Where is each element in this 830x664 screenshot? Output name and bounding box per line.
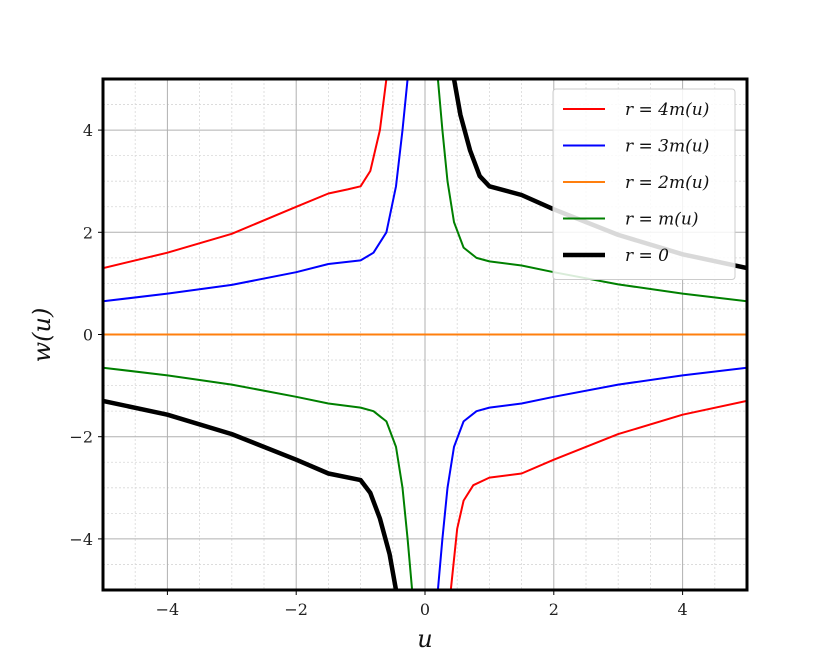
- legend-label: r = m(u): [625, 210, 699, 230]
- x-axis-label: u: [417, 625, 432, 653]
- series-line: [103, 366, 414, 590]
- series-line: [436, 366, 747, 590]
- y-tick-label: 2: [83, 223, 93, 242]
- series-line: [103, 79, 409, 303]
- y-tick-label: −2: [69, 428, 93, 447]
- x-tick-label: 0: [420, 600, 430, 619]
- legend-label: r = 2m(u): [625, 173, 709, 193]
- x-tick-label: −2: [284, 600, 308, 619]
- y-tick-label: 4: [83, 121, 93, 140]
- series-line: [103, 79, 388, 270]
- x-tick-label: 4: [678, 600, 688, 619]
- legend-label: r = 0: [625, 246, 669, 266]
- x-tick-label: 2: [549, 600, 559, 619]
- y-tick-label: −4: [69, 530, 93, 549]
- y-axis-ticks: −4 −2 0 2 4: [69, 121, 103, 549]
- y-axis-label: w(u): [28, 308, 56, 363]
- series-line: [436, 79, 747, 303]
- legend-label: r = 3m(u): [625, 137, 709, 157]
- legend-box: [552, 88, 736, 280]
- legend: r = 4m(u) r = 3m(u) r = 2m(u) r = m(u) r = 0: [552, 88, 736, 280]
- series-line: [103, 398, 399, 590]
- x-tick-label: −4: [156, 600, 180, 619]
- y-tick-label: 0: [83, 326, 93, 345]
- legend-label: r = 4m(u): [625, 100, 709, 120]
- x-axis-ticks: −4 −2 0 2 4: [156, 590, 688, 619]
- series-line: [449, 399, 747, 590]
